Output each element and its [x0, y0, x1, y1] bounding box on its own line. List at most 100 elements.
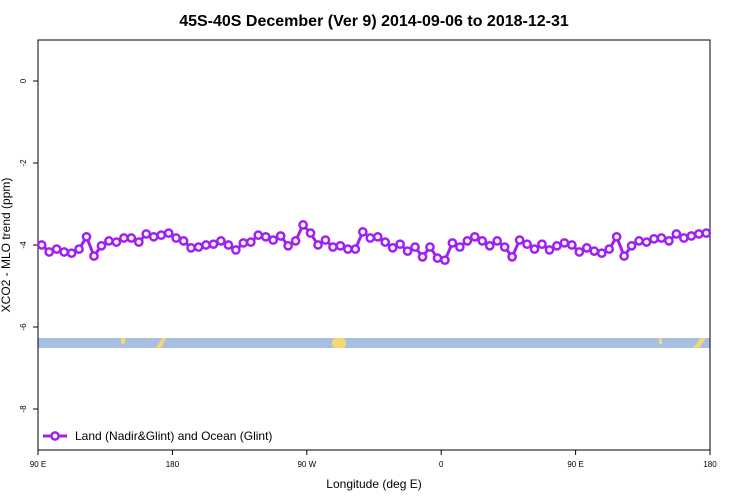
data-point — [380, 237, 391, 247]
data-point — [133, 237, 144, 247]
data-point — [260, 231, 271, 242]
data-point — [126, 233, 137, 243]
data-point — [59, 247, 69, 257]
data-point — [335, 240, 346, 251]
x-tick-label: 180 — [703, 460, 717, 469]
land-patch — [659, 338, 662, 344]
data-point — [178, 236, 189, 246]
data-point — [410, 242, 420, 252]
data-point — [701, 228, 712, 238]
data-point — [245, 237, 256, 247]
data-point — [66, 248, 77, 259]
data-point — [641, 237, 652, 247]
y-tick-label: -4 — [19, 241, 28, 249]
data-point — [664, 236, 674, 246]
data-point — [492, 236, 503, 246]
data-point — [544, 245, 555, 255]
x-tick-label: 90 E — [30, 460, 46, 469]
data-point — [552, 240, 562, 251]
legend-marker — [50, 431, 60, 441]
data-point — [596, 248, 607, 259]
data-point — [44, 247, 55, 257]
data-point — [559, 238, 570, 248]
data-point — [119, 233, 129, 243]
data-point — [522, 239, 532, 250]
x-tick-label: 90 E — [567, 460, 583, 469]
data-point — [649, 234, 659, 244]
data-point — [313, 240, 323, 250]
data-point — [671, 229, 682, 239]
data-point — [447, 238, 458, 248]
data-point — [484, 240, 495, 251]
data-point — [89, 251, 99, 261]
data-point — [402, 246, 413, 256]
ocean-band — [38, 338, 710, 348]
data-point — [477, 236, 488, 246]
data-point — [611, 231, 622, 242]
data-point — [357, 227, 368, 237]
data-point — [634, 236, 644, 246]
x-tick-label: 180 — [166, 460, 180, 469]
data-point — [223, 240, 234, 250]
data-point — [216, 236, 226, 246]
land-ocean-band — [38, 338, 710, 348]
y-tick-label: -6 — [19, 323, 28, 331]
data-point — [693, 229, 704, 239]
data-point — [619, 251, 629, 261]
data-point — [283, 240, 293, 251]
data-point — [111, 237, 122, 247]
data-point — [74, 244, 84, 254]
data-point — [462, 236, 473, 246]
data-point — [455, 242, 465, 252]
data-point — [208, 239, 219, 250]
data-point — [163, 228, 174, 238]
data-point — [268, 235, 279, 245]
data-point — [156, 230, 167, 241]
data-point — [350, 244, 361, 254]
data-point — [141, 229, 152, 239]
data-point — [656, 233, 667, 243]
data-point — [604, 244, 615, 254]
data-point — [298, 220, 308, 230]
data-point — [529, 244, 540, 254]
land-patch — [156, 338, 166, 348]
data-point — [507, 252, 517, 262]
data-point — [305, 228, 316, 238]
data-point — [148, 231, 159, 242]
data-point — [679, 233, 689, 243]
y-axis-label: XCO2 - MLO trend (ppm) — [0, 178, 13, 313]
data-point — [469, 231, 480, 242]
data-point — [581, 243, 592, 253]
x-axis-label: Longitude (deg E) — [326, 477, 421, 491]
data-point — [96, 240, 107, 251]
data-point — [201, 240, 211, 250]
data-point — [537, 239, 547, 250]
data-point — [171, 233, 181, 243]
data-point — [328, 242, 338, 252]
data-point — [387, 243, 398, 253]
data-point — [36, 240, 47, 250]
data-point — [186, 243, 196, 253]
data-point — [320, 235, 331, 245]
data-point — [365, 233, 376, 243]
data-point — [440, 255, 450, 266]
data-point — [574, 247, 585, 257]
data-point — [104, 236, 114, 246]
y-tick-label: 0 — [19, 78, 28, 83]
data-point — [589, 246, 600, 256]
x-tick-label: 0 — [439, 460, 444, 469]
data-point — [343, 244, 353, 254]
land-patch — [332, 338, 346, 348]
data-point — [417, 252, 428, 262]
land-patch — [693, 338, 706, 348]
data-point — [499, 242, 510, 252]
data-point — [514, 235, 525, 245]
y-tick-label: -8 — [19, 405, 28, 413]
y-tick-label: -2 — [19, 159, 28, 167]
chart-title: 45S-40S December (Ver 9) 2014-09-06 to 2… — [179, 13, 569, 30]
data-point — [81, 231, 92, 242]
data-point — [395, 239, 405, 250]
data-point — [253, 230, 264, 241]
data-point — [231, 245, 241, 255]
